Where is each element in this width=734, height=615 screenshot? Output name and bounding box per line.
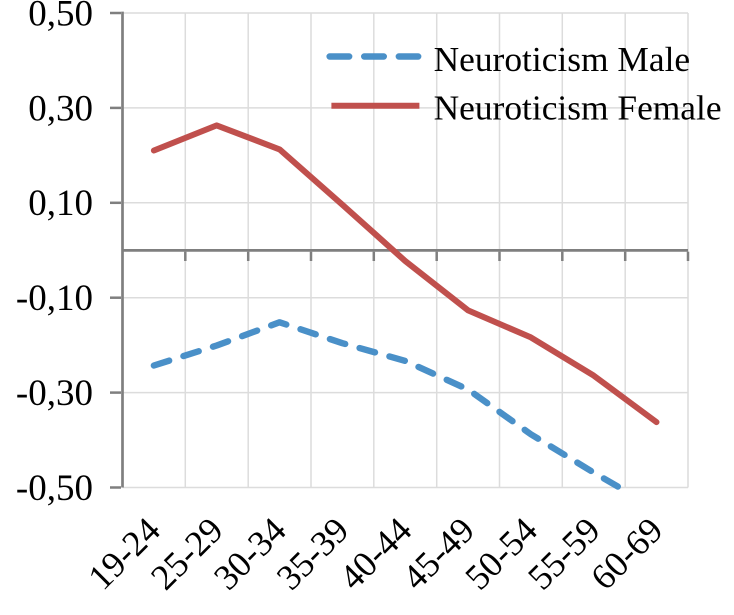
svg-text:0,10: 0,10 [28,183,93,224]
svg-text:0,50: 0,50 [28,0,93,34]
svg-text:-0,50: -0,50 [16,468,93,509]
svg-text:Neuroticism Female: Neuroticism Female [434,87,722,127]
svg-text:Neuroticism Male: Neuroticism Male [434,39,691,79]
svg-text:0,30: 0,30 [28,88,93,129]
svg-text:-0,10: -0,10 [16,278,93,319]
svg-text:-0,30: -0,30 [16,373,93,414]
